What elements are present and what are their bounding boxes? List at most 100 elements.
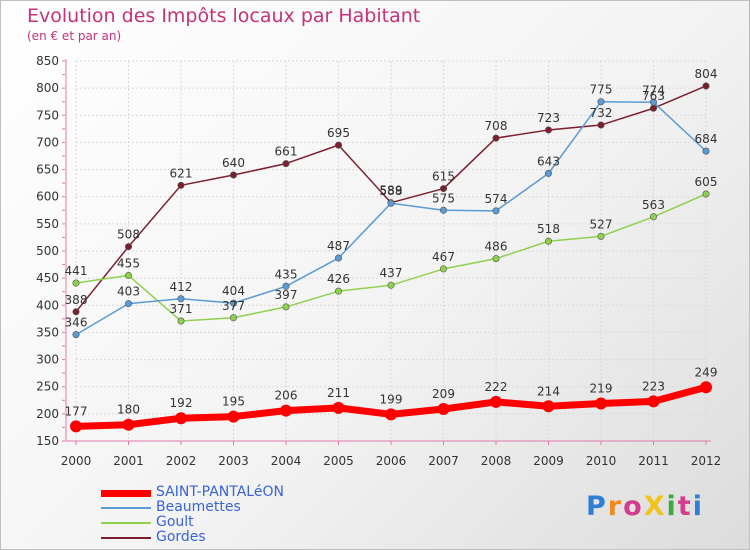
data-label: 763 <box>642 89 665 103</box>
y-tick-label: 600 <box>36 190 59 204</box>
data-point <box>282 160 290 168</box>
data-point <box>385 408 397 421</box>
data-label: 426 <box>327 272 350 286</box>
data-label: 640 <box>222 156 245 170</box>
data-point <box>597 98 605 106</box>
data-label: 695 <box>327 126 350 140</box>
data-label: 774 <box>642 83 665 97</box>
data-point <box>544 237 552 245</box>
data-label: 615 <box>432 170 455 184</box>
data-label: 589 <box>380 184 403 198</box>
data-point <box>702 82 710 90</box>
legend-label: Goult <box>156 514 194 530</box>
y-tick-label: 750 <box>36 108 59 122</box>
chart-subtitle: (en € et par an) <box>27 29 122 43</box>
data-point <box>649 98 657 106</box>
data-point <box>332 401 345 414</box>
chart-title: Evolution des Impôts locaux par Habitant <box>27 5 421 27</box>
data-label: 643 <box>537 154 560 168</box>
data-point <box>70 420 82 433</box>
data-point <box>282 282 290 290</box>
data-point <box>649 213 657 221</box>
data-label: 574 <box>485 192 508 206</box>
legend-label: SAINT-PANTALéON <box>156 484 284 500</box>
logo-letter: i <box>666 491 678 522</box>
data-label: 527 <box>590 217 613 231</box>
data-label: 455 <box>117 256 140 270</box>
data-point <box>542 400 555 413</box>
data-point <box>597 121 605 129</box>
data-point <box>492 207 500 215</box>
y-tick-label: 500 <box>36 244 59 258</box>
x-tick-label: 2007 <box>428 454 459 468</box>
y-tick-label: 300 <box>36 353 59 367</box>
data-label: 563 <box>642 198 665 212</box>
data-label: 219 <box>590 382 613 396</box>
data-point <box>230 171 238 179</box>
data-point <box>387 281 395 289</box>
data-point <box>72 279 80 287</box>
legend-item: Gordes <box>101 529 361 546</box>
legend: SAINT-PANTALéON Beaumettes Goult Gordes <box>101 484 361 546</box>
y-tick-label: 250 <box>36 380 59 394</box>
x-tick-label: 2010 <box>586 454 617 468</box>
y-tick-label: 700 <box>36 135 59 149</box>
axes: 150 200 250 300 350 400 450 500 550 600 650 700 750 8… <box>36 54 721 468</box>
x-tick-label: 2001 <box>113 454 144 468</box>
data-point <box>544 126 552 134</box>
data-point <box>125 271 133 279</box>
y-tick-label: 350 <box>36 325 59 339</box>
data-label: 621 <box>170 166 193 180</box>
data-point <box>702 190 710 198</box>
data-label: 412 <box>170 280 193 294</box>
data-point <box>334 287 342 295</box>
legend-item: Beaumettes <box>101 499 361 516</box>
data-point <box>647 395 660 408</box>
data-point <box>282 303 290 311</box>
data-label: 177 <box>65 404 88 418</box>
data-point <box>544 169 552 177</box>
data-point <box>122 418 135 431</box>
y-tick-label: 800 <box>36 81 59 95</box>
legend-label: Beaumettes <box>156 499 241 515</box>
legend-item: Goult <box>101 514 361 531</box>
data-label: 209 <box>432 387 455 401</box>
y-tick-label: 450 <box>36 271 59 285</box>
legend-swatch <box>101 522 151 524</box>
legend-item: SAINT-PANTALéON <box>101 484 361 501</box>
logo-letter: i <box>692 491 704 522</box>
data-label: 588 <box>380 184 403 198</box>
logo-letter: o <box>623 491 644 522</box>
series-beaumettes <box>72 98 710 339</box>
series-saint-pantal-on <box>70 381 712 433</box>
data-label: 775 <box>590 83 613 97</box>
logo-letter: r <box>607 491 624 522</box>
data-label: 404 <box>222 284 245 298</box>
data-label: 249 <box>695 365 718 379</box>
data-labels: 388 508 621 640 661 695 589 615 708 723 732 763 804 4… <box>65 67 718 418</box>
data-label: 486 <box>485 240 508 254</box>
data-point <box>125 300 133 308</box>
data-point <box>72 331 80 339</box>
data-point <box>125 243 133 251</box>
y-tick-label: 650 <box>36 163 59 177</box>
data-label: 403 <box>117 285 140 299</box>
data-point <box>597 232 605 240</box>
data-label: 222 <box>485 380 508 394</box>
logo-letter: X <box>643 491 667 522</box>
data-label: 195 <box>222 395 245 409</box>
data-point <box>177 295 185 303</box>
data-label: 206 <box>275 389 298 403</box>
data-point <box>334 141 342 149</box>
data-point <box>227 410 240 423</box>
data-point <box>387 199 395 207</box>
legend-label: Gordes <box>156 529 206 545</box>
legend-swatch <box>101 537 151 539</box>
data-label: 346 <box>65 316 88 330</box>
logo-letter: t <box>677 491 693 522</box>
data-label: 192 <box>170 396 193 410</box>
data-label: 467 <box>432 250 455 264</box>
data-label: 437 <box>380 266 403 280</box>
